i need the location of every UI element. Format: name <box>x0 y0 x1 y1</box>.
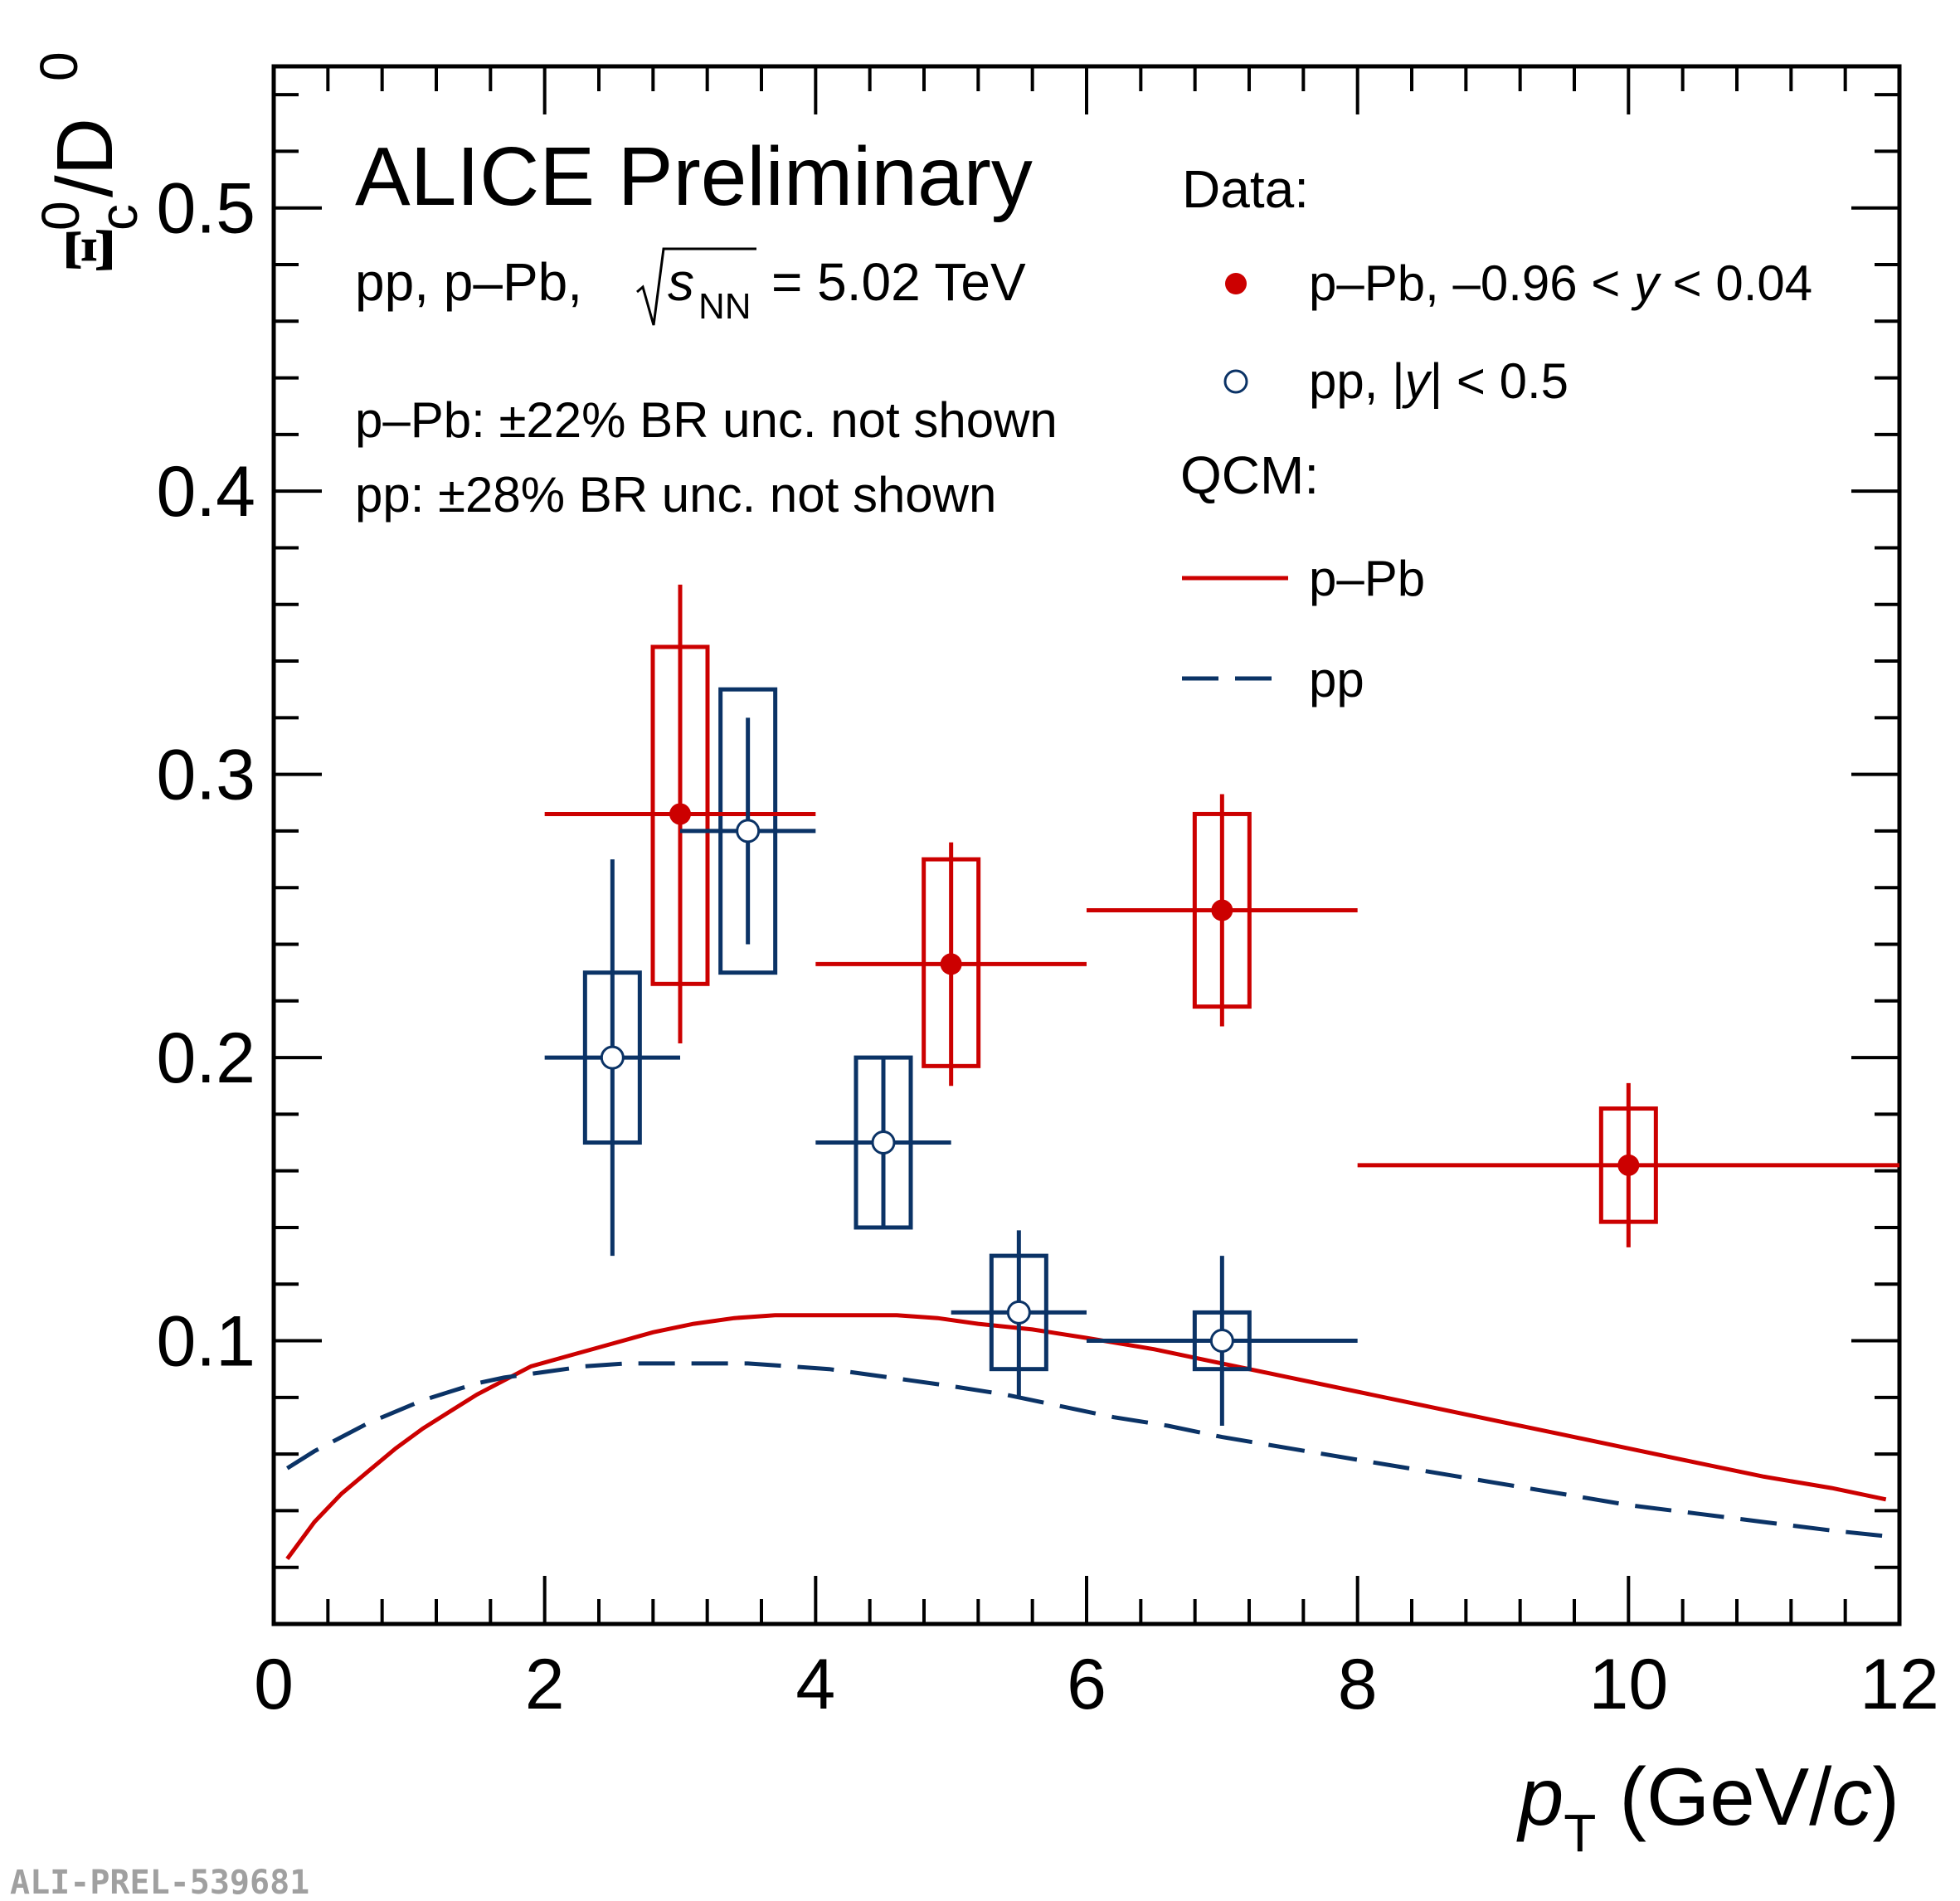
axis-ticks <box>272 66 1901 1624</box>
data-point-ppb <box>1211 899 1233 921</box>
data-point-ppb <box>1617 1154 1640 1176</box>
y-tick-label: 0.5 <box>156 169 255 249</box>
energy-prefix: pp, p–Pb, <box>355 252 582 312</box>
energy-variable: s <box>668 252 694 312</box>
legend: Data: p–Pb, –0.96 < y < 0.04 pp, |y| < 0… <box>1180 159 1812 707</box>
y-label-sup: 0 <box>31 201 90 231</box>
x-axis-label: pT (GeV/c) <box>1516 1751 1899 1863</box>
y-tick-label: 0.3 <box>156 736 255 815</box>
energy-label: pp, p–Pb, <box>355 252 582 312</box>
sqrt-sign <box>636 247 756 326</box>
x-tick-label: 2 <box>525 1645 565 1724</box>
data-point-pp <box>600 1045 625 1070</box>
y-label-xi: Ξ <box>51 226 128 274</box>
y-axis-label: Ξ 0 c /D 0 <box>29 51 148 274</box>
y-label-d-sup: 0 <box>29 51 89 81</box>
y-tick-label: 0.4 <box>156 452 255 532</box>
y-tick-label: 0.1 <box>156 1302 255 1382</box>
x-tick-label: 10 <box>1588 1645 1668 1724</box>
x-tick-label: 12 <box>1860 1645 1939 1724</box>
x-tick-label: 0 <box>254 1645 294 1724</box>
data-points <box>544 584 1899 1426</box>
model-curves <box>285 1313 1887 1560</box>
chart-title: ALICE Preliminary <box>355 130 1033 223</box>
data-point-ppb <box>940 953 962 975</box>
data-point-pp <box>1209 1329 1234 1354</box>
legend-data-header: Data: <box>1182 159 1309 219</box>
energy-subscript: NN <box>698 286 751 327</box>
axis-labels: 0 2 4 6 8 10 12 0.1 0.2 0.3 0.4 0.5 <box>156 169 1938 1724</box>
data-point-ppb <box>669 803 691 825</box>
model-curve-pp <box>285 1361 1886 1539</box>
model-curve-ppb <box>285 1313 1887 1560</box>
legend-label-pp-data: pp, |y| < 0.5 <box>1309 353 1568 409</box>
energy-value: = 5.02 TeV <box>771 252 1026 312</box>
note-ppb-br: p–Pb: ±22% BR unc. not shown <box>355 392 1058 448</box>
y-label-d: /D <box>41 118 129 197</box>
x-tick-label: 4 <box>795 1645 835 1724</box>
legend-label-pp-model: pp <box>1309 652 1364 707</box>
data-point-pp <box>736 819 761 844</box>
legend-model-header: QCM: <box>1180 445 1319 505</box>
x-tick-label: 6 <box>1067 1645 1106 1724</box>
legend-marker-ppb <box>1225 273 1247 294</box>
note-pp-br: pp: ±28% BR unc. not shown <box>355 467 996 523</box>
legend-marker-pp <box>1223 369 1248 394</box>
x-tick-label: 8 <box>1338 1645 1378 1724</box>
systematic-boxes <box>582 644 1658 1372</box>
legend-label-ppb-model: p–Pb <box>1309 551 1425 606</box>
y-tick-label: 0.2 <box>156 1019 255 1098</box>
watermark: ALI-PREL-539681 <box>10 1864 309 1901</box>
data-point-pp <box>871 1130 896 1155</box>
data-point-pp <box>1006 1300 1031 1325</box>
legend-label-ppb-data: p–Pb, –0.96 < y < 0.04 <box>1309 255 1812 311</box>
y-label-sub: c <box>89 204 148 231</box>
